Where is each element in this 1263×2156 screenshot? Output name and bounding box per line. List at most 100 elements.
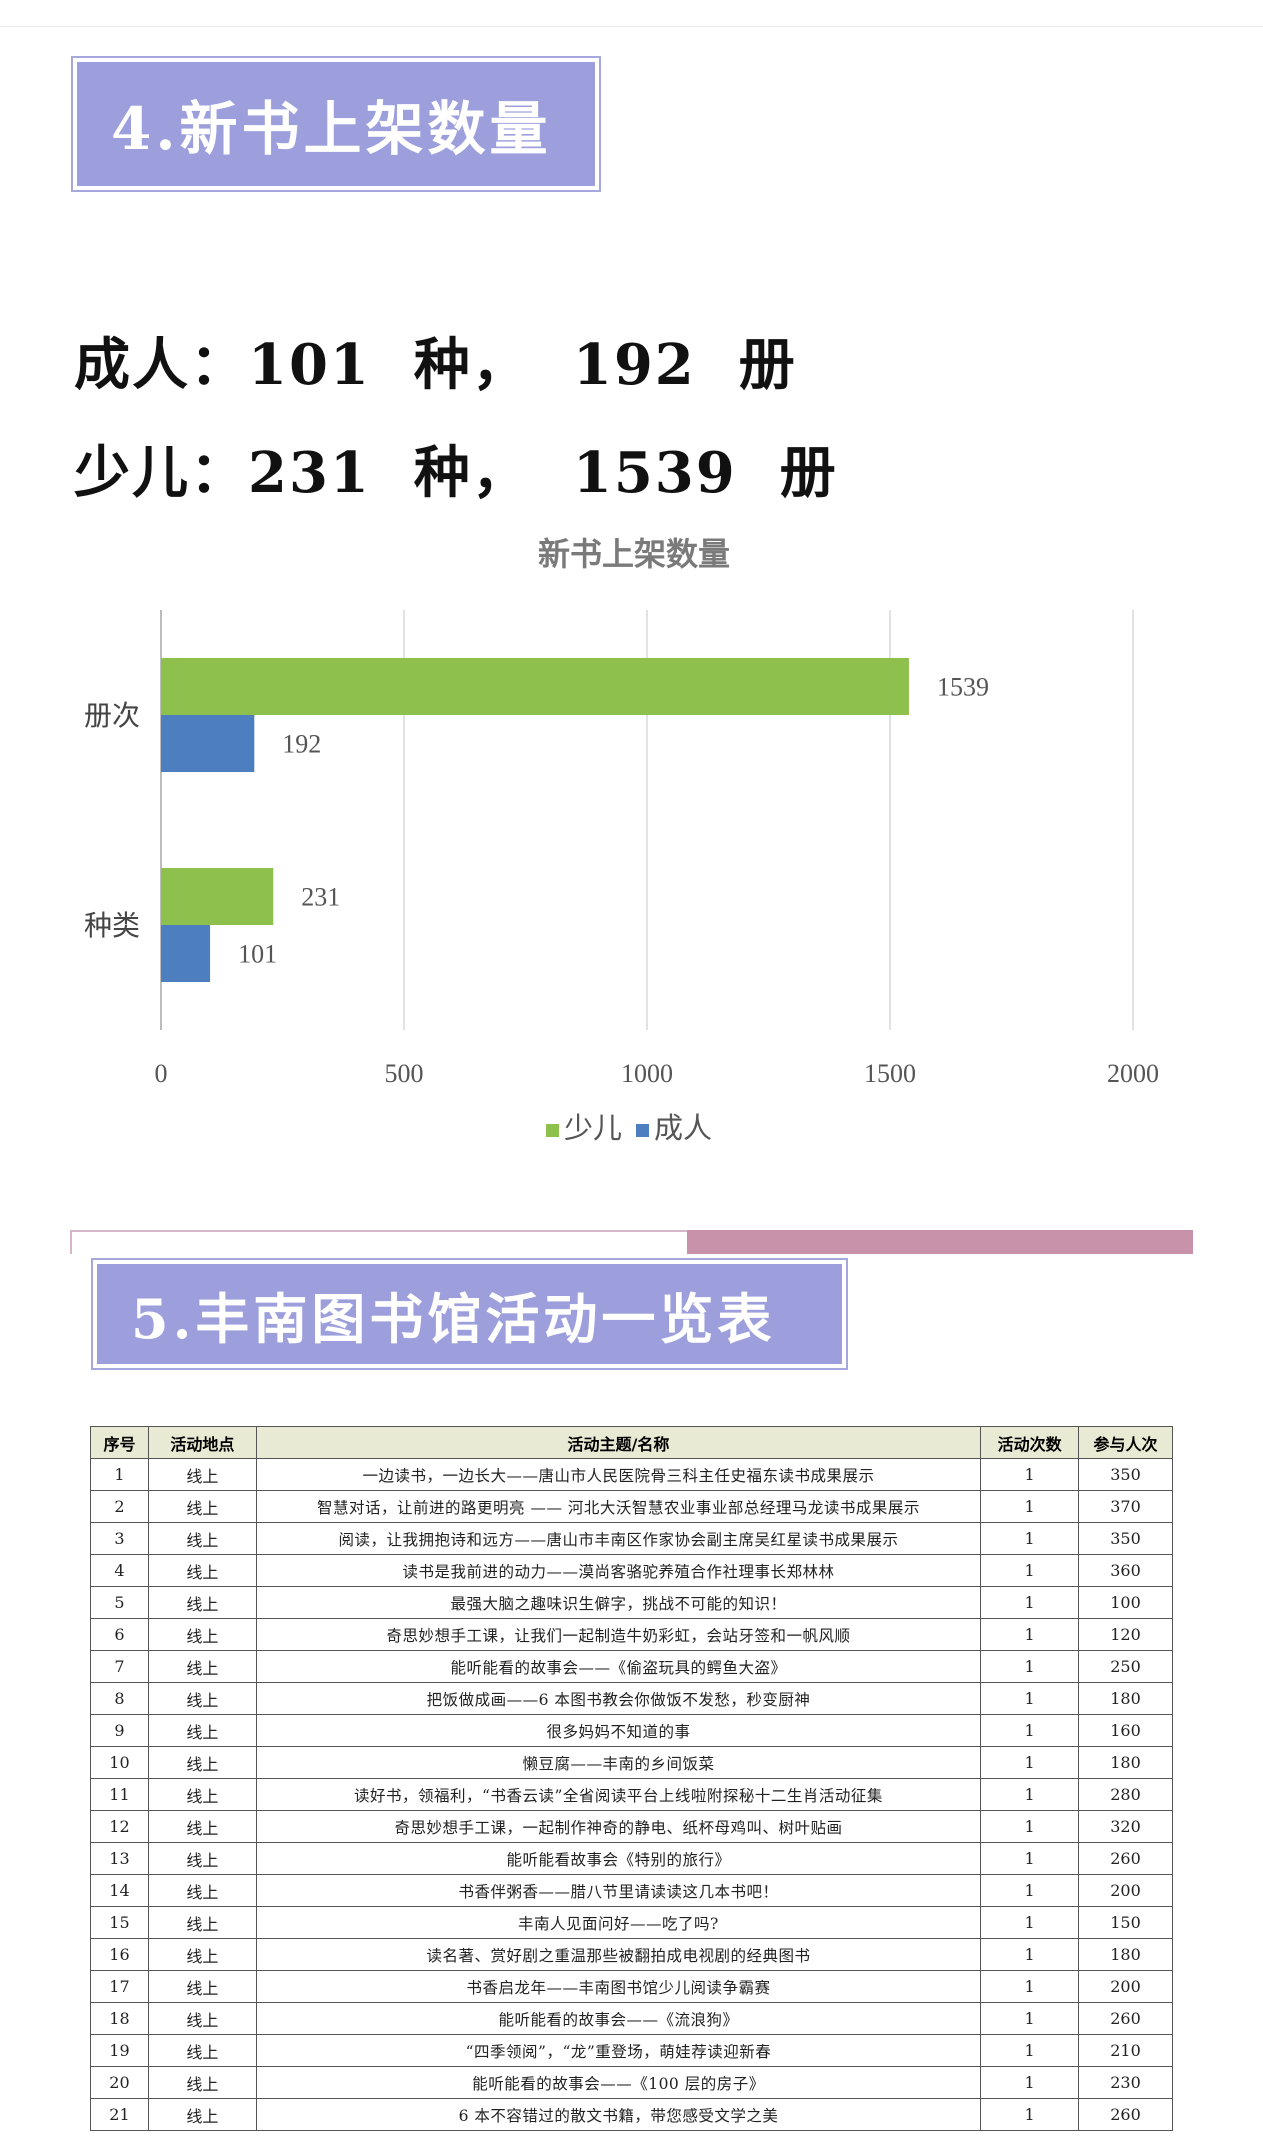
table-cell: 线上: [147, 1970, 257, 2003]
activity-table: 序号 活动地点 活动主题/名称 活动次数 参与人次 1 线上 一边读书，一边长大——唐山市人…: [90, 1426, 1173, 2131]
section-4-heading: 4.新书上架数量: [77, 62, 595, 186]
table-cell: 1: [980, 1906, 1080, 1939]
table-cell: 线上: [147, 1618, 257, 1651]
table-cell: 1: [980, 1650, 1080, 1683]
table-cell: 1: [980, 1586, 1080, 1619]
table-cell: 线上: [147, 1650, 257, 1683]
chart-bars: 1539 192 231 101: [161, 658, 989, 982]
table-cell: 书香启龙年——丰南图书馆少儿阅读争霸赛: [255, 1970, 982, 2003]
x-tick-label: 2000: [1107, 1059, 1159, 1088]
column-header: 活动次数: [980, 1426, 1080, 1459]
section-divider-bar: [687, 1230, 1193, 1254]
table-cell: 200: [1078, 1874, 1173, 1907]
bar-少儿-种类: [161, 868, 274, 925]
table-cell: 12: [90, 1810, 149, 1843]
adult-count-line: 成人：101 种， 192 册: [74, 332, 797, 398]
table-row: 17 线上 书香启龙年——丰南图书馆少儿阅读争霸赛 1 200: [90, 1970, 1173, 2003]
column-header: 参与人次: [1078, 1426, 1173, 1459]
table-row: 20 线上 能听能看的故事会——《100 层的房子》 1 230: [90, 2066, 1173, 2099]
table-cell: 书香伴粥香——腊八节里请读读这几本书吧！: [255, 1874, 982, 1907]
table-cell: 线上: [147, 2002, 257, 2035]
table-cell: 奇思妙想手工课，让我们一起制造牛奶彩虹，会站牙签和一帆风顺: [255, 1618, 982, 1651]
table-cell: 2: [90, 1490, 149, 1523]
table-cell: 1: [90, 1458, 149, 1491]
table-cell: 100: [1078, 1586, 1173, 1619]
table-cell: 280: [1078, 1778, 1173, 1811]
child-count-line: 少儿：231 种， 1539 册: [74, 440, 838, 506]
x-tick-label: 1500: [864, 1059, 916, 1088]
table-cell: 21: [90, 2098, 149, 2131]
table-cell: 线上: [147, 2066, 257, 2099]
table-row: 9 线上 很多妈妈不知道的事 1 160: [90, 1714, 1173, 1747]
table-cell: 1: [980, 1618, 1080, 1651]
table-cell: 线上: [147, 1522, 257, 1555]
table-row: 3 线上 阅读，让我拥抱诗和远方——唐山市丰南区作家协会副主席吴红星读书成果展示 1 3…: [90, 1522, 1173, 1555]
legend-label: 成人: [654, 1111, 712, 1145]
table-cell: 350: [1078, 1522, 1173, 1555]
table-cell: 20: [90, 2066, 149, 2099]
table-row: 12 线上 奇思妙想手工课，一起制作神奇的静电、纸杯母鸡叫、树叶贴画 1 320: [90, 1810, 1173, 1843]
table-cell: 19: [90, 2034, 149, 2067]
x-tick-label: 0: [155, 1059, 168, 1088]
table-cell: 线上: [147, 1682, 257, 1715]
table-cell: 260: [1078, 1842, 1173, 1875]
table-row: 4 线上 读书是我前进的动力——漠尚客骆驼养殖合作社理事长郑林林 1 360: [90, 1554, 1173, 1587]
x-tick-label: 1000: [621, 1059, 673, 1088]
table-cell: 线上: [147, 1586, 257, 1619]
bar-成人-册次: [161, 715, 255, 772]
table-cell: 线上: [147, 1842, 257, 1875]
table-cell: 1: [980, 1970, 1080, 2003]
table-cell: 260: [1078, 2098, 1173, 2131]
table-row: 21 线上 6 本不容错过的散文书籍，带您感受文学之美 1 260: [90, 2098, 1173, 2131]
table-cell: 3: [90, 1522, 149, 1555]
table-cell: 1: [980, 1554, 1080, 1587]
table-cell: 线上: [147, 2098, 257, 2131]
table-cell: 11: [90, 1778, 149, 1811]
data-label: 192: [282, 730, 321, 759]
table-cell: 1: [980, 1778, 1080, 1811]
data-label: 231: [301, 883, 340, 912]
table-cell: 线上: [147, 1874, 257, 1907]
table-row: 6 线上 奇思妙想手工课，让我们一起制造牛奶彩虹，会站牙签和一帆风顺 1 120: [90, 1618, 1173, 1651]
table-row: 8 线上 把饭做成画——6 本图书教会你做饭不发愁，秒变厨神 1 180: [90, 1682, 1173, 1715]
table-cell: 把饭做成画——6 本图书教会你做饭不发愁，秒变厨神: [255, 1682, 982, 1715]
table-cell: 1: [980, 1458, 1080, 1491]
table-cell: 最强大脑之趣味识生僻字，挑战不可能的知识！: [255, 1586, 982, 1619]
table-row: 11 线上 读好书，领福利，“书香云读”全省阅读平台上线啦附探秘十二生肖活动征集 1 2…: [90, 1778, 1173, 1811]
table-cell: 阅读，让我拥抱诗和远方——唐山市丰南区作家协会副主席吴红星读书成果展示: [255, 1522, 982, 1555]
table-cell: 能听能看故事会《特别的旅行》: [255, 1842, 982, 1875]
table-cell: 160: [1078, 1714, 1173, 1747]
table-cell: 9: [90, 1714, 149, 1747]
table-cell: 120: [1078, 1618, 1173, 1651]
table-cell: 一边读书，一边长大——唐山市人民医院骨三科主任史福东读书成果展示: [255, 1458, 982, 1491]
x-axis-ticks: 0 500 1000 1500 2000: [155, 1059, 1160, 1088]
table-cell: 1: [980, 1842, 1080, 1875]
table-cell: 懒豆腐——丰南的乡间饭菜: [255, 1746, 982, 1779]
table-cell: 7: [90, 1650, 149, 1683]
table-cell: 1: [980, 1874, 1080, 1907]
table-cell: 13: [90, 1842, 149, 1875]
table-cell: 14: [90, 1874, 149, 1907]
column-header: 活动地点: [147, 1426, 257, 1459]
table-cell: 1: [980, 2034, 1080, 2067]
table-cell: 1: [980, 2066, 1080, 2099]
table-cell: 180: [1078, 1682, 1173, 1715]
table-cell: 线上: [147, 1778, 257, 1811]
table-cell: 230: [1078, 2066, 1173, 2099]
table-row: 19 线上 “四季领阅”，“龙”重登场，萌娃荐读迎新春 1 210: [90, 2034, 1173, 2067]
table-cell: 能听能看的故事会——《流浪狗》: [255, 2002, 982, 2035]
table-cell: 1: [980, 1810, 1080, 1843]
table-row: 2 线上 智慧对话，让前进的路更明亮 —— 河北大沃智慧农业事业部总经理马龙读书成果…: [90, 1490, 1173, 1523]
table-cell: 320: [1078, 1810, 1173, 1843]
data-label: 101: [238, 940, 277, 969]
table-row: 1 线上 一边读书，一边长大——唐山市人民医院骨三科主任史福东读书成果展示 1 350: [90, 1458, 1173, 1491]
table-cell: 线上: [147, 1714, 257, 1747]
column-header: 序号: [90, 1426, 149, 1459]
table-header-row: 序号 活动地点 活动主题/名称 活动次数 参与人次: [90, 1426, 1173, 1459]
table-cell: 智慧对话，让前进的路更明亮 —— 河北大沃智慧农业事业部总经理马龙读书成果展示: [255, 1490, 982, 1523]
table-cell: 6: [90, 1618, 149, 1651]
table-cell: 17: [90, 1970, 149, 2003]
legend-swatch: [546, 1124, 559, 1137]
table-cell: 15: [90, 1906, 149, 1939]
